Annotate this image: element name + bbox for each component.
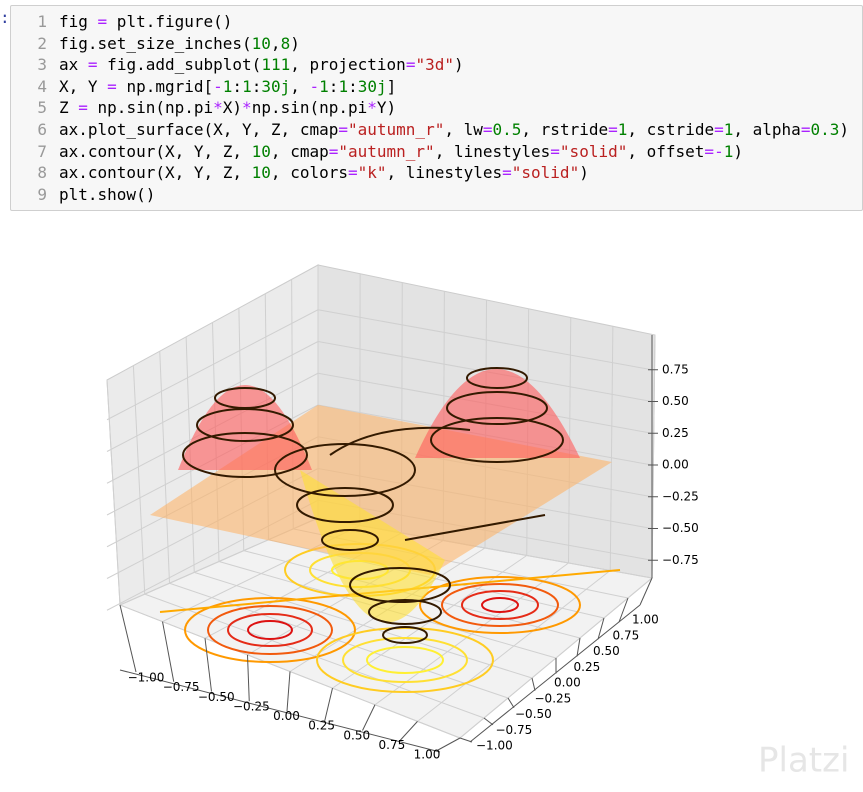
line-number: 1	[37, 12, 47, 31]
tick-mark	[576, 637, 581, 657]
x-tick-label: 0.50	[343, 728, 370, 742]
grid-line	[132, 365, 146, 595]
x-tick-label: 0.25	[308, 719, 335, 733]
y-tick-label: −1.00	[476, 739, 513, 753]
y-tick-label: −0.75	[496, 723, 533, 737]
tick-mark	[247, 654, 250, 702]
z-tick-label: −0.50	[662, 521, 699, 535]
code-cell[interactable]: 1 fig = plt.figure() 2 fig.set_size_inches(…	[10, 5, 863, 211]
grid-line	[106, 379, 121, 606]
tick-mark	[483, 717, 494, 726]
tick-mark	[618, 597, 629, 623]
line-number: 4	[37, 76, 47, 96]
tick-mark	[204, 638, 212, 692]
x-tick-label: 0.00	[273, 709, 300, 723]
y-tick-label: −0.50	[515, 707, 552, 721]
grid-line	[268, 539, 605, 619]
line-number: 2	[37, 33, 47, 53]
line-number: 5	[37, 98, 47, 118]
code-line: Z = np.sin(np.pi*X)*np.sin(np.pi*Y)	[59, 98, 397, 118]
grid-line	[317, 309, 653, 371]
grid-line	[106, 309, 319, 421]
y-tick-label: 0.75	[613, 628, 640, 642]
y-tick-label: −0.25	[535, 691, 572, 705]
x-tick-label: 1.00	[414, 748, 441, 762]
y-tick-label: 0.25	[574, 660, 601, 674]
grid-line	[609, 326, 614, 571]
z-tick-label: −0.75	[662, 553, 699, 567]
y-tick-label: 0.00	[554, 676, 581, 690]
grid-line	[106, 341, 319, 452]
z-tick-label: 0.50	[662, 394, 689, 408]
z-tick-label: −0.25	[662, 489, 699, 503]
x-tick-label: −0.25	[233, 699, 270, 713]
tick-mark	[286, 671, 291, 712]
code-line: ax = fig.add_subplot(111, projection="3d…	[59, 55, 464, 75]
tick-mark	[399, 721, 418, 741]
tick-mark	[531, 677, 536, 691]
y-axis-line	[469, 604, 641, 743]
x-tick-label: 0.75	[379, 738, 406, 752]
code-line: fig = plt.figure()	[59, 12, 233, 31]
grid-line	[194, 571, 533, 679]
tick-mark	[437, 737, 461, 751]
code-line: ax.contour(X, Y, Z, 10, colors="k", line…	[59, 163, 589, 183]
prompt: :	[0, 8, 10, 27]
tick-mark	[162, 621, 175, 682]
line-number: 3	[37, 55, 47, 75]
code-line: plt.show()	[59, 184, 156, 204]
code-line: ax.plot_surface(X, Y, Z, cmap="autumn_r"…	[59, 120, 849, 139]
grid-line	[144, 593, 485, 719]
tick-mark	[507, 697, 515, 709]
z-tick-label: 0.00	[662, 458, 689, 472]
code-line: X, Y = np.mgrid[-1:1:30j, -1:1:30j]	[59, 76, 397, 96]
line-number: 7	[37, 141, 47, 161]
grid-line	[159, 351, 170, 584]
tick-mark	[324, 688, 333, 721]
tick-mark	[597, 617, 605, 640]
x-axis-line	[119, 669, 441, 753]
y-tick-label: 0.50	[593, 644, 620, 658]
tick-mark	[459, 737, 473, 743]
surface	[150, 367, 612, 644]
tick-mark	[119, 604, 137, 673]
tick-mark	[639, 577, 653, 606]
x-tick-label: −0.75	[163, 680, 200, 694]
z-tick-label: 0.25	[662, 426, 689, 440]
line-number: 9	[37, 184, 47, 204]
x-tick-label: −1.00	[128, 671, 165, 685]
tick-mark	[362, 704, 376, 731]
y-tick-label: 1.00	[632, 613, 659, 627]
watermark: Platzi	[758, 741, 849, 781]
line-number: 6	[37, 120, 47, 139]
line-number: 8	[37, 163, 47, 183]
code-line: ax.contour(X, Y, Z, 10, cmap="autumn_r",…	[59, 141, 743, 161]
x-tick-label: −0.50	[198, 690, 235, 704]
z-tick-label: 0.75	[662, 362, 689, 376]
code-line: fig.set_size_inches(10,8)	[59, 33, 300, 53]
